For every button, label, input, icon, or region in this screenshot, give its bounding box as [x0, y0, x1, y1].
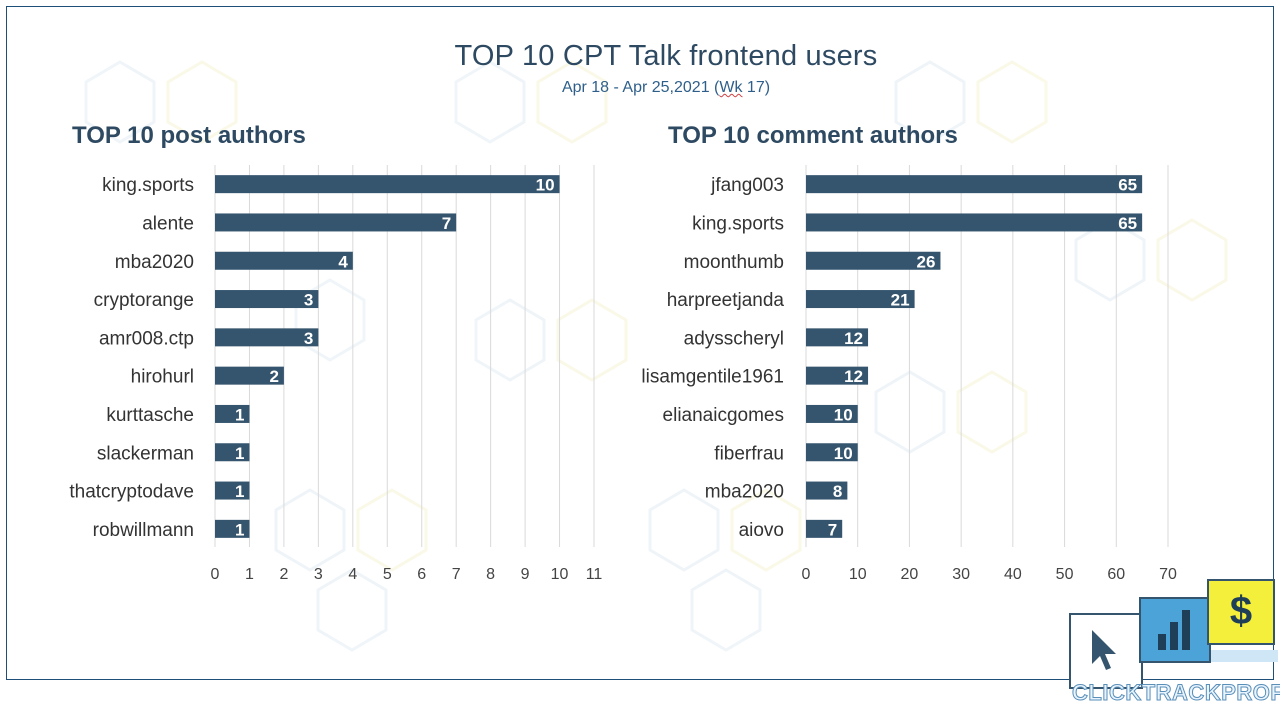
comment-data-label: 12 [844, 329, 863, 348]
clicktrackprofit-logo: $ [1069, 579, 1278, 689]
comment-bar [806, 175, 1143, 194]
post-category-label: kurttasche [106, 405, 194, 426]
comment-category-label: adysscheryl [684, 328, 784, 349]
page-subtitle: Apr 18 - Apr 25,2021 (Wk 17) [0, 79, 1280, 97]
post-data-label: 4 [338, 252, 348, 271]
post-x-tick-label: 1 [245, 566, 254, 583]
post-category-label: king.sports [102, 175, 194, 196]
comment-x-tick-label: 70 [1159, 566, 1177, 583]
comment-data-label: 12 [844, 367, 863, 386]
post-bar [215, 175, 560, 194]
comment-x-tick-label: 20 [901, 566, 919, 583]
post-data-label: 1 [235, 444, 244, 463]
post-category-label: amr008.ctp [99, 328, 194, 349]
post-bar [215, 213, 457, 232]
post-x-tick-label: 8 [486, 566, 495, 583]
post-bar [215, 251, 353, 270]
comment-authors-chart: 0 10 20 30 40 50 60 70 jfang003 65 king.sports 65 mo… [641, 165, 1177, 583]
comment-x-tick-label: 30 [952, 566, 970, 583]
comment-category-label: moonthumb [684, 252, 784, 273]
comment-data-label: 21 [891, 291, 910, 310]
post-category-label: hirohurl [131, 367, 194, 388]
post-bar [215, 519, 250, 538]
comment-category-label: jfang003 [710, 175, 784, 196]
post-data-label: 1 [235, 482, 244, 501]
post-data-label: 10 [536, 176, 555, 195]
comment-x-tick-label: 10 [849, 566, 867, 583]
post-data-label: 1 [235, 520, 244, 539]
post-bar [215, 328, 319, 347]
comment-bar [806, 290, 915, 309]
post-x-tick-label: 2 [279, 566, 288, 583]
comment-data-label: 10 [834, 405, 853, 424]
comment-category-label: elianaicgomes [663, 405, 784, 426]
post-x-tick-label: 5 [383, 566, 392, 583]
post-data-label: 7 [442, 214, 451, 233]
post-x-tick-label: 6 [417, 566, 426, 583]
comment-bar [806, 519, 843, 538]
post-x-tick-label: 3 [314, 566, 323, 583]
subtitle-wk: Wk [719, 79, 743, 96]
post-authors-chart-title: TOP 10 post authors [72, 122, 306, 149]
page-title: TOP 10 CPT Talk frontend users [454, 40, 878, 72]
comment-data-label: 65 [1118, 214, 1137, 233]
comment-authors-chart-title: TOP 10 comment authors [668, 122, 958, 149]
comment-x-tick-label: 60 [1107, 566, 1125, 583]
comment-x-tick-label: 50 [1056, 566, 1074, 583]
post-x-tick-label: 11 [586, 566, 603, 583]
comment-category-label: aiovo [739, 520, 784, 541]
post-bar [215, 404, 250, 423]
logo-text: CLICKTRACKPROFIT [1072, 680, 1280, 706]
comment-bar [806, 404, 858, 423]
comment-category-label: king.sports [692, 213, 784, 234]
comment-bar [806, 328, 869, 347]
comment-x-tick-label: 0 [802, 566, 811, 583]
post-x-tick-label: 10 [551, 566, 569, 583]
comment-bar [806, 443, 858, 462]
comment-x-tick-label: 40 [1004, 566, 1022, 583]
comment-category-label: lisamgentile1961 [641, 367, 784, 388]
post-x-tick-label: 9 [521, 566, 530, 583]
post-data-label: 2 [269, 367, 278, 386]
post-data-label: 3 [304, 329, 313, 348]
post-category-label: slackerman [97, 443, 194, 464]
post-bar [215, 290, 319, 309]
comment-data-label: 26 [917, 252, 936, 271]
comment-data-label: 65 [1118, 176, 1137, 195]
bar-chart-icon [1158, 610, 1190, 650]
post-category-label: alente [142, 213, 194, 234]
post-category-label: thatcryptodave [69, 482, 194, 503]
post-x-tick-label: 4 [348, 566, 357, 583]
comment-bar [806, 481, 848, 500]
comment-category-label: harpreetjanda [667, 290, 785, 311]
post-category-label: mba2020 [115, 252, 194, 273]
comment-data-label: 8 [833, 482, 842, 501]
comment-bar [806, 251, 941, 270]
comment-category-label: fiberfrau [714, 443, 784, 464]
post-x-tick-label: 7 [452, 566, 461, 583]
cursor-icon [1092, 630, 1116, 670]
comment-data-label: 7 [828, 520, 837, 539]
comment-bar [806, 213, 1143, 232]
post-data-label: 3 [304, 291, 313, 310]
subtitle-week-number: 17) [742, 79, 771, 96]
post-x-tick-label: 0 [211, 566, 220, 583]
post-bar [215, 443, 250, 462]
comment-category-label: mba2020 [705, 482, 784, 503]
post-bar [215, 481, 250, 500]
comment-bar [806, 366, 869, 385]
post-data-label: 1 [235, 405, 244, 424]
post-category-label: robwillmann [93, 520, 194, 541]
post-bar [215, 366, 284, 385]
dollar-icon: $ [1230, 589, 1252, 633]
post-category-label: cryptorange [94, 290, 194, 311]
subtitle-date: Apr 18 - Apr 25,2021 ( [561, 79, 720, 96]
comment-data-label: 10 [834, 444, 853, 463]
